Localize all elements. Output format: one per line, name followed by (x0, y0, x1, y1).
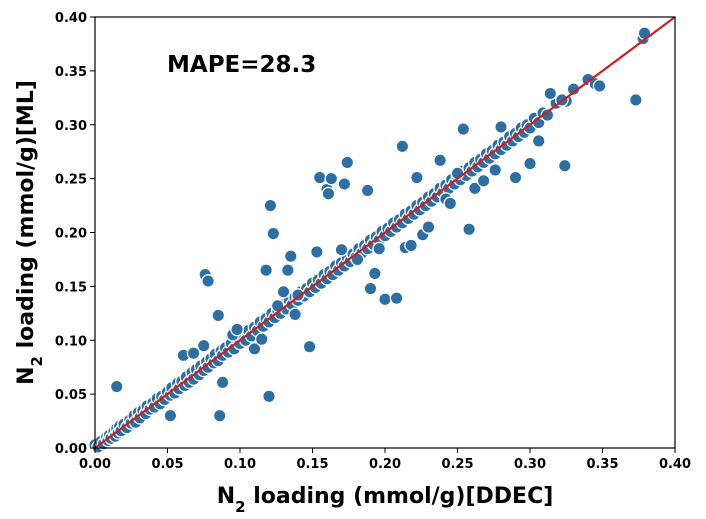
x-tick-label: 0.40 (659, 457, 691, 472)
data-point (262, 389, 276, 404)
mape-annotation: MAPE=28.3 (167, 52, 316, 78)
data-point (523, 156, 537, 171)
data-point (508, 170, 523, 185)
data-point (372, 241, 387, 256)
y-tick-label: 0.10 (55, 334, 87, 349)
x-tick-label: 0.20 (369, 457, 401, 472)
x-tick-label: 0.15 (296, 457, 328, 472)
y-tick-label: 0.30 (55, 119, 87, 134)
data-point (254, 332, 269, 347)
data-point (540, 108, 555, 122)
x-tick-label: 0.30 (514, 457, 546, 472)
data-point (543, 86, 558, 101)
data-point (288, 307, 302, 322)
data-point (360, 183, 375, 198)
data-point (404, 238, 418, 253)
x-axis-title-subscript: 2 (235, 498, 245, 516)
x-tick-label: 0.25 (441, 457, 473, 472)
data-point (340, 155, 355, 170)
data-point (566, 82, 581, 97)
y-tick-label: 0.15 (55, 280, 87, 295)
data-point (266, 226, 281, 241)
data-point (215, 375, 230, 390)
x-axis: 0.00 0.05 0.10 0.15 0.20 0.25 0.30 0.35 0.40 (79, 448, 691, 472)
data-point (212, 408, 227, 423)
data-point (263, 198, 278, 213)
y-tick-label: 0.00 (55, 442, 87, 457)
y-axis-title-rest: loading (mmol/g)[ML] (14, 80, 39, 356)
y-axis-title-main: N (14, 366, 39, 384)
y-tick-label: 0.40 (55, 11, 87, 26)
data-point (628, 93, 643, 107)
data-point (488, 163, 503, 177)
data-point (337, 177, 352, 191)
data-point (363, 281, 378, 296)
data-point (462, 222, 476, 237)
y-tick-label: 0.25 (55, 173, 87, 188)
x-tick-label: 0.10 (224, 457, 256, 472)
data-point (476, 173, 491, 188)
data-point (321, 186, 336, 201)
data-point (309, 245, 324, 259)
data-point (395, 139, 410, 154)
data-point (312, 170, 327, 185)
data-point (494, 120, 508, 134)
data-point (389, 291, 404, 306)
data-point (211, 308, 226, 323)
data-point (201, 274, 215, 288)
data-point (276, 284, 291, 299)
x-axis-title: N2 loading (mmol/g)[DDEC] (217, 484, 554, 516)
data-point (456, 122, 471, 136)
data-point (247, 342, 262, 356)
y-axis: 0.00 0.05 0.10 0.15 0.20 0.25 0.30 0.35 0.40 (55, 11, 95, 457)
data-point (378, 292, 392, 307)
data-point (324, 171, 339, 186)
data-point (433, 153, 447, 168)
data-point (421, 220, 436, 234)
data-point (163, 408, 178, 423)
data-point (302, 339, 317, 354)
x-axis-title-rest: loading (mmol/g)[DDEC] (246, 484, 554, 509)
data-point (109, 379, 124, 394)
data-point (186, 346, 201, 361)
y-tick-label: 0.20 (55, 227, 87, 242)
parity-line (94, 16, 676, 449)
y-axis-title-subscript: 2 (28, 356, 46, 366)
data-point (259, 263, 273, 278)
x-tick-label: 0.05 (151, 457, 183, 472)
y-axis-title: N2 loading (mmol/g)[ML] (14, 80, 46, 385)
data-point (443, 196, 458, 211)
data-point (531, 134, 546, 148)
data-point (280, 263, 295, 278)
data-point (196, 338, 211, 353)
data-point (367, 266, 382, 281)
data-point (283, 249, 298, 264)
data-point (557, 158, 572, 173)
data-point (230, 322, 244, 337)
x-axis-title-main: N (217, 484, 235, 509)
y-tick-label: 0.05 (55, 388, 87, 403)
data-point (468, 181, 482, 196)
data-point (334, 242, 349, 257)
x-tick-label: 0.00 (79, 457, 111, 472)
data-point (592, 79, 607, 93)
data-point (410, 170, 424, 185)
y-tick-label: 0.35 (55, 65, 87, 80)
x-tick-label: 0.35 (586, 457, 618, 472)
